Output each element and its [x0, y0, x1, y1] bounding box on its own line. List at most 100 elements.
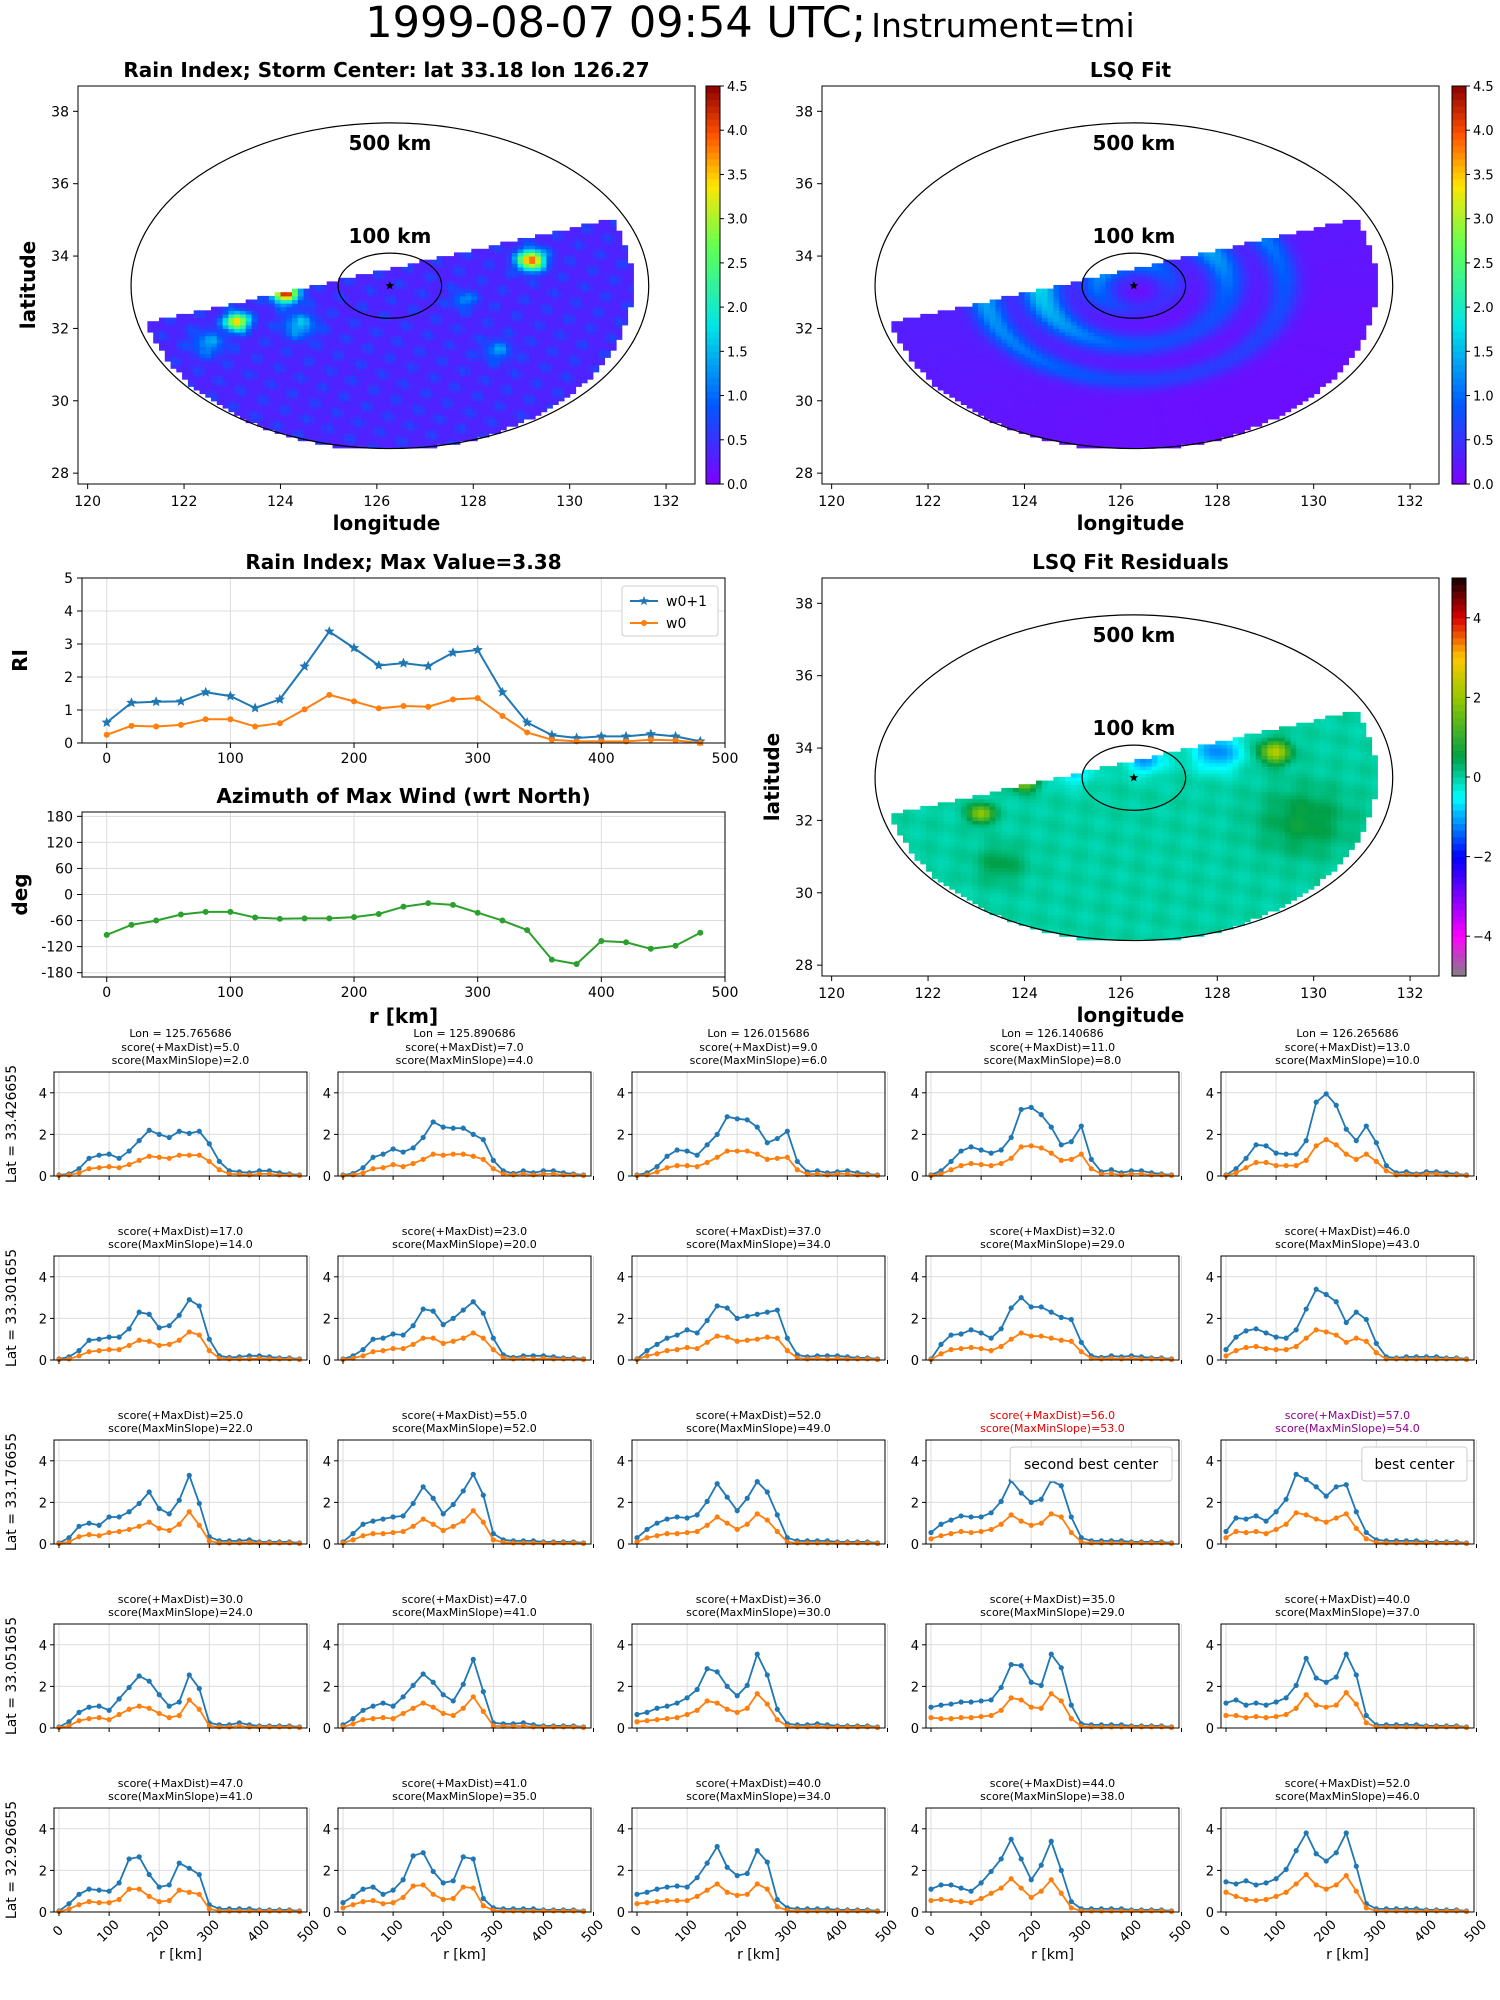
y-tick-label: 2 — [911, 1128, 919, 1143]
y-tick-label: 28 — [795, 958, 813, 974]
x-tick-label: 124 — [267, 494, 294, 510]
data-point — [988, 1348, 994, 1354]
colorbar-tick-label: 0.5 — [1473, 434, 1494, 449]
data-point — [1108, 1540, 1114, 1546]
data-point — [634, 1539, 640, 1545]
panel-score-slope: score(MaxMinSlope)=24.0 — [108, 1606, 253, 1619]
data-point — [774, 1335, 780, 1341]
data-point — [1028, 1679, 1034, 1685]
y-tick-label: 4 — [323, 1823, 331, 1838]
data-point — [196, 1128, 202, 1134]
grid-panel-r1-c4: 0 2 4 Lon = 126.140686score(+MaxDist)=11.0s… — [911, 1027, 1183, 1185]
data-point — [824, 1540, 830, 1546]
data-point — [86, 1899, 92, 1905]
data-point — [153, 917, 160, 924]
data-point — [1383, 1163, 1389, 1169]
data-point — [360, 1533, 366, 1539]
data-point — [968, 1344, 974, 1351]
data-point — [351, 698, 358, 705]
data-point — [1028, 1704, 1034, 1710]
data-point — [166, 1323, 172, 1329]
y-tick-label: 2 — [323, 1128, 331, 1143]
data-point — [360, 1347, 366, 1353]
panel-score-slope: score(MaxMinSlope)=4.0 — [396, 1054, 534, 1067]
data-point — [176, 1152, 182, 1158]
data-point — [694, 1528, 700, 1535]
data-point — [96, 1522, 102, 1528]
x-tick-label: 200 — [429, 1917, 457, 1945]
data-point — [814, 1908, 820, 1914]
grid-panel-r5-c4: 0 2 4 0 100 200 300 400 500 r [km] score(+MaxDist)… — [911, 1777, 1195, 1963]
data-point — [998, 1326, 1004, 1332]
data-point — [734, 1709, 740, 1715]
data-point — [410, 1682, 416, 1688]
data-point — [86, 1716, 92, 1722]
data-point — [978, 1698, 984, 1704]
data-point — [734, 1116, 740, 1122]
data-point — [1223, 1528, 1229, 1535]
data-point — [1303, 1512, 1309, 1518]
data-point — [510, 1908, 516, 1914]
data-point — [978, 1345, 984, 1352]
legend-marker — [641, 620, 647, 626]
data-point — [1263, 1345, 1269, 1352]
data-point — [276, 1908, 283, 1914]
data-point — [1098, 1908, 1104, 1914]
data-point — [958, 1513, 964, 1519]
data-point — [390, 1161, 396, 1168]
data-point — [794, 1167, 800, 1173]
data-point — [548, 736, 555, 743]
panel-lat-label: Lat = 33.301655 — [4, 1249, 20, 1367]
data-point — [1413, 1540, 1419, 1546]
panel-score-slope: score(MaxMinSlope)=30.0 — [686, 1606, 831, 1619]
data-point — [360, 1717, 366, 1723]
data-point — [380, 1531, 386, 1537]
x-tick-label: 0 — [628, 1923, 644, 1939]
data-point — [500, 1171, 506, 1177]
data-point — [1088, 1908, 1094, 1914]
data-point — [420, 1335, 426, 1341]
data-point — [1243, 1715, 1249, 1721]
series-line — [636, 1882, 878, 1913]
y-tick-label: 0 — [911, 1906, 919, 1921]
data-point — [704, 1860, 710, 1866]
data-point — [1253, 1142, 1259, 1148]
panel-lat-label: Lat = 33.176655 — [4, 1433, 20, 1551]
data-point — [1323, 1493, 1329, 1499]
colorbar-tick-label: 3.0 — [1473, 213, 1494, 228]
data-point — [196, 1332, 202, 1338]
data-point — [166, 1527, 172, 1534]
data-point — [1058, 1867, 1064, 1873]
data-point — [704, 1339, 710, 1345]
plot-frame — [81, 577, 726, 744]
y-tick-label: 180 — [46, 809, 73, 825]
data-point — [480, 1903, 486, 1909]
data-point — [176, 1337, 182, 1343]
y-tick-label: 2 — [911, 1864, 919, 1879]
data-point — [1313, 1516, 1319, 1522]
data-point — [644, 1718, 650, 1724]
data-point — [252, 723, 259, 730]
colorbar-frame — [705, 85, 721, 485]
data-point — [1058, 1483, 1064, 1489]
panel-frame — [337, 1807, 592, 1913]
data-point — [460, 1854, 466, 1860]
data-point — [390, 1514, 396, 1520]
data-point — [1353, 1672, 1359, 1678]
data-point — [1323, 1858, 1329, 1864]
x-tick-label: 100 — [967, 1917, 995, 1945]
y-tick-label: 0 — [617, 1354, 625, 1369]
data-point — [460, 1151, 466, 1157]
data-point — [546, 729, 558, 740]
data-point — [1273, 1699, 1279, 1705]
data-point — [1293, 1705, 1299, 1711]
data-point — [450, 1125, 456, 1131]
data-point — [76, 1348, 82, 1354]
panel-frame — [1220, 1071, 1475, 1177]
data-point — [66, 1906, 72, 1912]
data-point — [596, 730, 607, 741]
data-point — [440, 1692, 446, 1698]
data-point — [1233, 1881, 1239, 1887]
x-tick-label: 0 — [102, 751, 111, 767]
data-point — [724, 1520, 730, 1526]
